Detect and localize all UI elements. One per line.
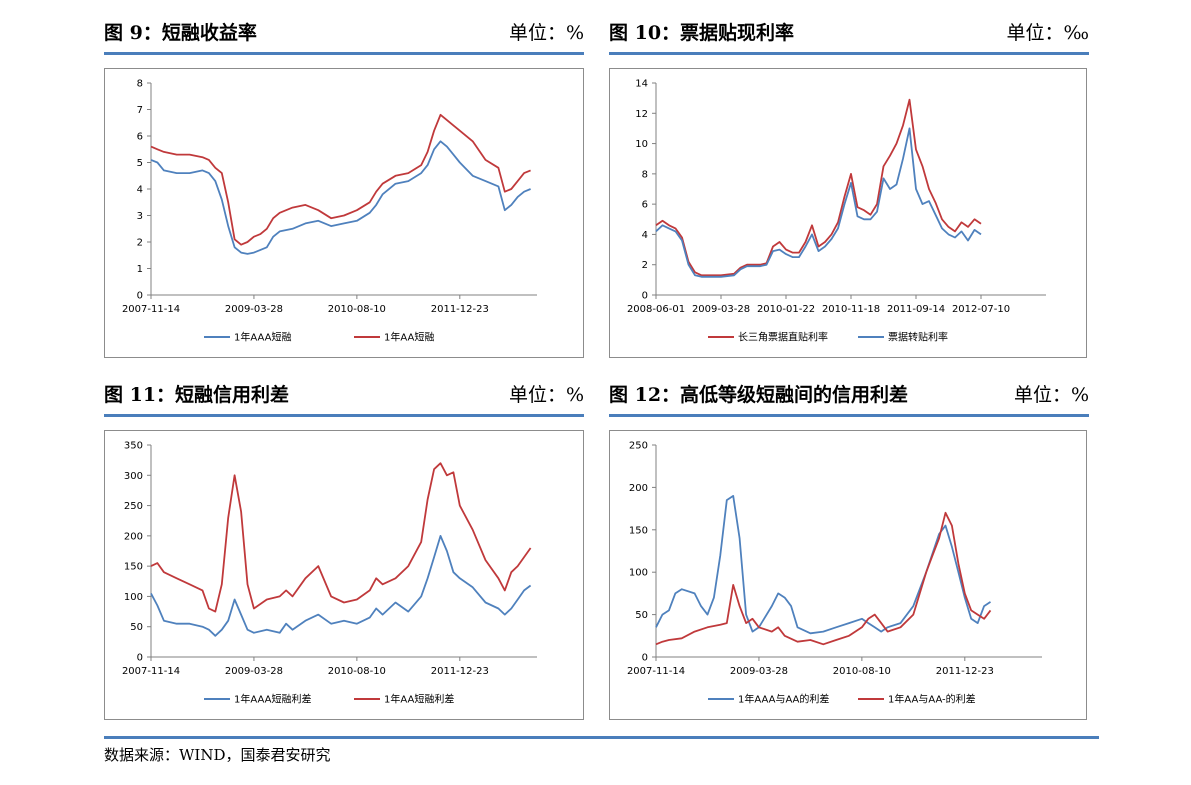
chart-unit: 单位：% [1013, 384, 1089, 406]
x-tick-label: 2010-08-10 [328, 666, 386, 677]
data-source: 数据来源：WIND，国泰君安研究 [104, 746, 331, 764]
x-tick-label: 2008-06-01 [627, 304, 685, 315]
x-tick-label: 2007-11-14 [627, 666, 685, 677]
y-tick-label: 100 [629, 568, 648, 579]
chart-unit: 单位：% [508, 384, 584, 406]
y-tick-label: 8 [642, 169, 648, 180]
panel-header: 图 11：短融信用利差 单位：% [104, 376, 584, 416]
y-tick-label: 1 [137, 264, 143, 275]
y-tick-label: 50 [635, 610, 648, 621]
chart-title: 图 10：票据贴现利率 [609, 22, 795, 44]
y-tick-label: 2 [137, 238, 143, 249]
header-rule [104, 414, 584, 417]
legend-label: 1年AA短融利差 [384, 693, 454, 706]
chart-frame: 0 50 100 150 200 250 2007-11-14 2009-03-28 2010-… [609, 430, 1087, 720]
series-line-1 [655, 495, 991, 635]
y-tick-label: 6 [642, 200, 648, 211]
legend-label: 1年AA短融 [384, 331, 434, 344]
y-tick-label: 0 [642, 291, 648, 302]
line-chart: 0 1 2 3 4 5 6 7 8 2007-11-14 2009-03-28 2010-08-10 2… [122, 79, 537, 344]
y-tick-label: 250 [629, 441, 648, 452]
header-rule [609, 414, 1089, 417]
x-tick-label: 2009-03-28 [225, 304, 283, 315]
series-line-2 [655, 127, 982, 278]
x-tick-label: 2011-09-14 [887, 304, 945, 315]
y-tick-label: 100 [124, 592, 143, 603]
series-line-1 [150, 535, 532, 637]
y-tick-label: 300 [124, 471, 143, 482]
x-tick-label: 2009-03-28 [225, 666, 283, 677]
y-tick-label: 150 [629, 525, 648, 536]
panel-header: 图 10：票据贴现利率 单位：‰ [609, 14, 1089, 54]
series-line-2 [150, 462, 532, 613]
header-rule [104, 52, 584, 55]
series-line-1 [655, 98, 982, 277]
x-tick-label: 2010-01-22 [757, 304, 815, 315]
y-tick-label: 14 [635, 79, 648, 90]
y-tick-label: 10 [635, 139, 648, 150]
y-tick-label: 7 [137, 105, 143, 116]
y-tick-label: 200 [629, 483, 648, 494]
y-tick-label: 5 [137, 158, 143, 169]
line-chart: 0 2 4 6 8 10 12 14 2008-06-01 2009-03-28 2010-01-2… [627, 79, 1046, 344]
series-line-1 [150, 140, 531, 255]
chart-title: 图 12：高低等级短融间的信用利差 [609, 384, 909, 406]
x-tick-label: 2011-12-23 [431, 304, 489, 315]
x-tick-label: 2011-12-23 [431, 666, 489, 677]
legend-label: 长三角票据直贴利率 [738, 331, 828, 344]
header-rule [609, 52, 1089, 55]
y-tick-label: 4 [137, 185, 143, 196]
line-chart: 0 50 100 150 200 250 2007-11-14 2009-03-28 2010-… [627, 441, 1042, 706]
legend-label: 1年AAA与AA的利差 [738, 693, 829, 706]
y-tick-label: 6 [137, 132, 143, 143]
x-tick-label: 2010-08-10 [833, 666, 891, 677]
x-tick-label: 2007-11-14 [122, 304, 180, 315]
y-tick-label: 200 [124, 531, 143, 542]
chart-frame: 0 2 4 6 8 10 12 14 2008-06-01 2009-03-28 2010-01-2… [609, 68, 1087, 358]
chart-frame: 0 50 100 150 200 250 300 350 2007-11-14 2009-03-2… [104, 430, 584, 720]
y-tick-label: 0 [137, 653, 143, 664]
y-tick-label: 0 [137, 291, 143, 302]
y-tick-label: 3 [137, 211, 143, 222]
legend-label: 1年AAA短融 [234, 331, 291, 344]
legend-label: 票据转贴利率 [888, 331, 948, 344]
x-tick-label: 2007-11-14 [122, 666, 180, 677]
y-tick-label: 0 [642, 653, 648, 664]
panel-top-left: 图 9：短融收益率 单位：% 0 1 2 3 4 5 6 7 8 2007-11-14 2009-0… [104, 14, 584, 359]
panel-header: 图 9：短融收益率 单位：% [104, 14, 584, 54]
x-tick-label: 2011-12-23 [936, 666, 994, 677]
y-tick-label: 250 [124, 501, 143, 512]
y-tick-label: 50 [130, 622, 143, 633]
y-tick-label: 350 [124, 441, 143, 452]
x-tick-label: 2012-07-10 [952, 304, 1010, 315]
y-tick-label: 8 [137, 79, 143, 90]
y-tick-label: 2 [642, 260, 648, 271]
y-tick-label: 150 [124, 562, 143, 573]
x-tick-label: 2009-03-28 [692, 304, 750, 315]
chart-frame: 0 1 2 3 4 5 6 7 8 2007-11-14 2009-03-28 2010-08-10 2… [104, 68, 584, 358]
legend-label: 1年AAA短融利差 [234, 693, 311, 706]
chart-title: 图 11：短融信用利差 [104, 384, 290, 406]
x-tick-label: 2009-03-28 [730, 666, 788, 677]
chart-title: 图 9：短融收益率 [104, 22, 257, 44]
chart-unit: 单位：% [508, 22, 584, 44]
panel-top-right: 图 10：票据贴现利率 单位：‰ 0 2 4 6 8 10 12 14 2008-06-01 20… [609, 14, 1089, 359]
series-line-2 [655, 511, 992, 646]
footer-rule [104, 736, 1099, 739]
panel-bottom-left: 图 11：短融信用利差 单位：% 0 50 100 150 200 250 300 350 20… [104, 376, 584, 721]
legend-label: 1年AA与AA-的利差 [888, 693, 976, 706]
x-tick-label: 2010-08-10 [328, 304, 386, 315]
x-tick-label: 2010-11-18 [822, 304, 880, 315]
panel-bottom-right: 图 12：高低等级短融间的信用利差 单位：% 0 50 100 150 200 250 20… [609, 376, 1089, 721]
chart-unit: 单位：‰ [1006, 22, 1090, 44]
line-chart: 0 50 100 150 200 250 300 350 2007-11-14 2009-03-2… [122, 441, 537, 706]
panel-header: 图 12：高低等级短融间的信用利差 单位：% [609, 376, 1089, 416]
y-tick-label: 12 [635, 109, 648, 120]
series-line-2 [150, 113, 531, 246]
y-tick-label: 4 [642, 230, 648, 241]
